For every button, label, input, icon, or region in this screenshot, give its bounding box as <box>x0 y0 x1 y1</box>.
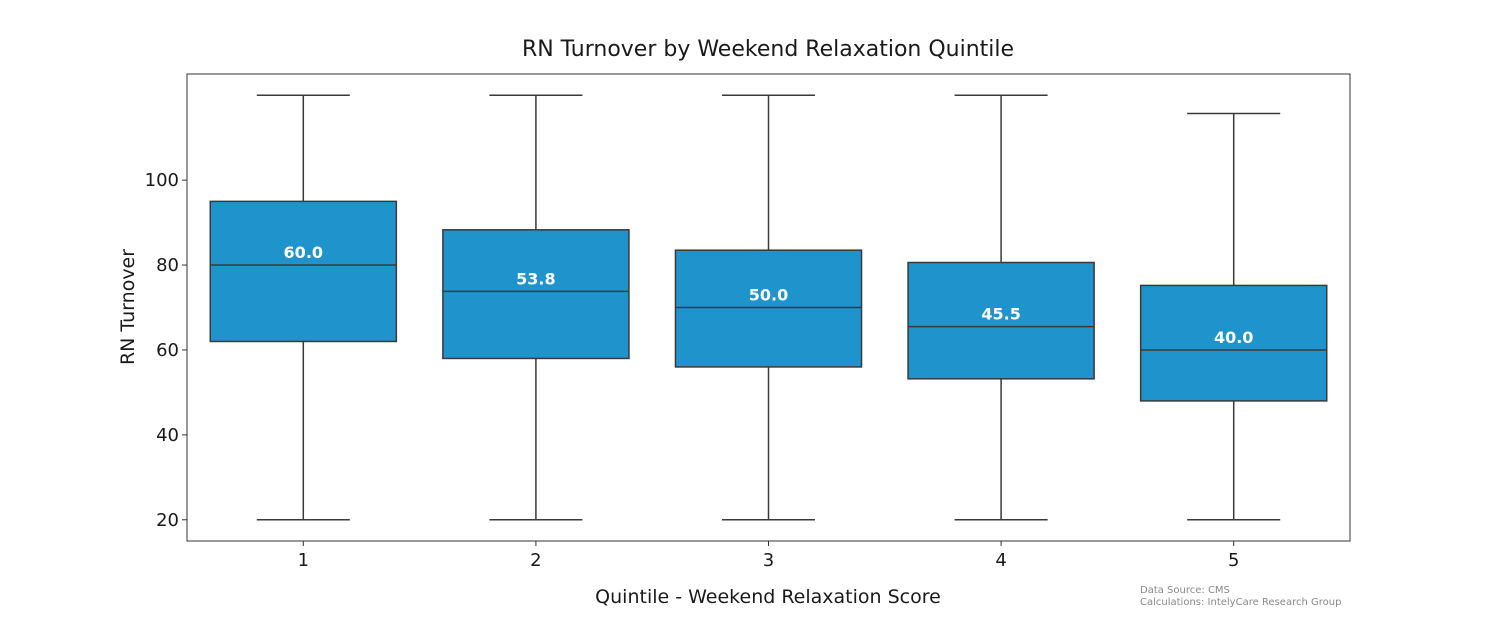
median-label: 45.5 <box>981 305 1020 324</box>
y-axis: 20 40 60 80 100 <box>145 170 187 531</box>
chart-title: RN Turnover by Weekend Relaxation Quinti… <box>522 37 1014 62</box>
x-axis-label: Quintile - Weekend Relaxation Score <box>595 586 941 608</box>
median-label: 50.0 <box>749 286 788 305</box>
box-1 <box>210 201 396 341</box>
y-axis-label: RN Turnover <box>117 249 139 365</box>
x-tick-label: 4 <box>995 550 1006 571</box>
x-tick-label: 3 <box>763 550 774 571</box>
y-tick-label: 20 <box>156 510 179 531</box>
boxes-group: 60.0 53.8 50.0 45.5 40.0 <box>210 95 1326 520</box>
box-2 <box>443 230 629 359</box>
y-tick-label: 60 <box>156 340 179 361</box>
x-tick-label: 5 <box>1228 550 1239 571</box>
median-label: 60.0 <box>284 243 323 262</box>
median-label: 40.0 <box>1214 328 1253 347</box>
x-tick-label: 2 <box>530 550 541 571</box>
box-3 <box>675 250 861 367</box>
x-tick-label: 1 <box>298 550 309 571</box>
data-source-note: Data Source: CMS <box>1140 585 1230 596</box>
median-label: 53.8 <box>516 269 555 288</box>
y-tick-label: 40 <box>156 425 179 446</box>
x-axis: 1 2 3 4 5 <box>298 541 1240 571</box>
y-tick-label: 80 <box>156 255 179 276</box>
calculations-note: Calculations: IntelyCare Research Group <box>1140 597 1341 608</box>
y-tick-label: 100 <box>145 170 179 191</box>
